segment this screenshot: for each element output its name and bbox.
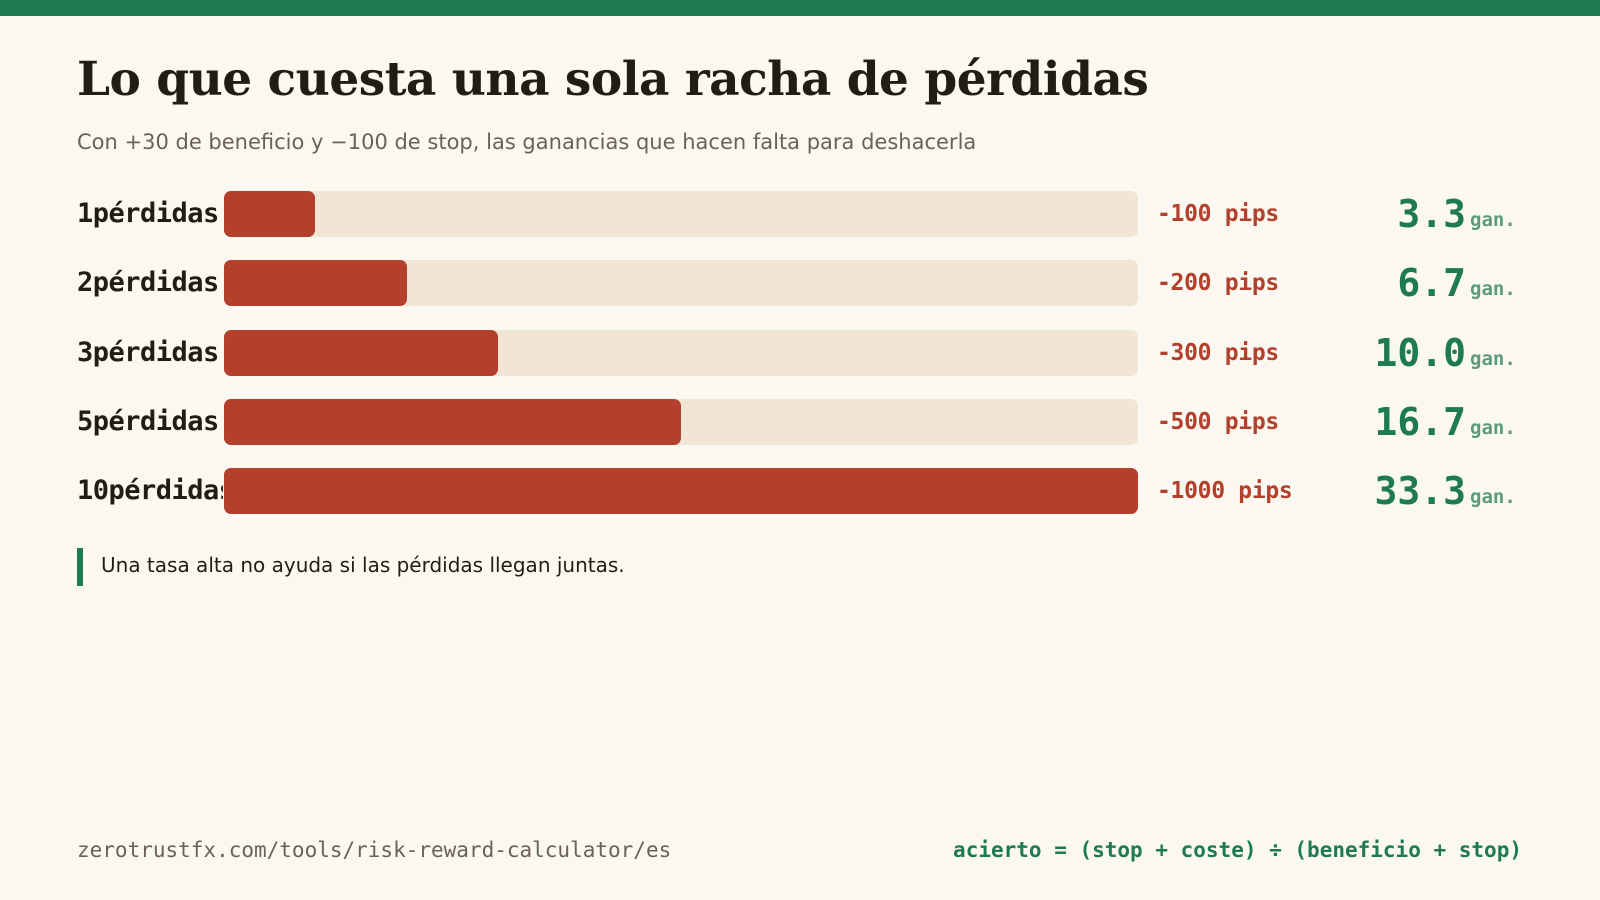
category-label: 10pérdidas bbox=[77, 475, 223, 506]
chart-row: 2pérdidas -200 pips 6.7 gan. bbox=[0, 260, 1600, 306]
pips-value-label: -200 pips bbox=[1157, 270, 1279, 296]
bar-track bbox=[224, 191, 1138, 237]
wins-unit-label: gan. bbox=[1470, 348, 1516, 370]
pips-value-label: -500 pips bbox=[1157, 409, 1279, 435]
loss-bar bbox=[224, 330, 498, 376]
footer-formula: acierto = (stop + coste) ÷ (beneficio + … bbox=[953, 838, 1522, 862]
loss-bar bbox=[224, 191, 315, 237]
loss-bar bbox=[224, 399, 681, 445]
category-label: 3pérdidas bbox=[77, 337, 219, 368]
bar-track bbox=[224, 260, 1138, 306]
wins-needed-value: 6.7 bbox=[1397, 261, 1466, 305]
pips-value-label: -100 pips bbox=[1157, 201, 1279, 227]
chart-row: 1pérdidas -100 pips 3.3 gan. bbox=[0, 191, 1600, 237]
chart-row: 5pérdidas -500 pips 16.7 gan. bbox=[0, 399, 1600, 445]
loss-bar bbox=[224, 260, 407, 306]
note-text: Una tasa alta no ayuda si las pérdidas l… bbox=[101, 553, 625, 577]
wins-unit-label: gan. bbox=[1470, 486, 1516, 508]
bar-track bbox=[224, 399, 1138, 445]
footer-url: zerotrustfx.com/tools/risk-reward-calcul… bbox=[77, 838, 672, 862]
page-title: Lo que cuesta una sola racha de pérdidas bbox=[77, 52, 1149, 107]
chart-row: 3pérdidas -300 pips 10.0 gan. bbox=[0, 330, 1600, 376]
pips-value-label: -1000 pips bbox=[1157, 478, 1293, 504]
page-subtitle: Con +30 de beneficio y −100 de stop, las… bbox=[77, 130, 977, 154]
wins-unit-label: gan. bbox=[1470, 417, 1516, 439]
category-label: 5pérdidas bbox=[77, 406, 219, 437]
wins-unit-label: gan. bbox=[1470, 278, 1516, 300]
wins-needed-value: 10.0 bbox=[1374, 331, 1466, 375]
chart-row: 10pérdidas -1000 pips 33.3 gan. bbox=[0, 468, 1600, 514]
wins-needed-value: 33.3 bbox=[1374, 469, 1466, 513]
wins-unit-label: gan. bbox=[1470, 209, 1516, 231]
pips-value-label: -300 pips bbox=[1157, 340, 1279, 366]
bar-track bbox=[224, 468, 1138, 514]
top-accent-stripe bbox=[0, 0, 1600, 16]
note-accent-bar bbox=[77, 548, 83, 586]
wins-needed-value: 3.3 bbox=[1397, 192, 1466, 236]
loss-bar bbox=[224, 468, 1138, 514]
category-label: 2pérdidas bbox=[77, 267, 219, 298]
wins-needed-value: 16.7 bbox=[1374, 400, 1466, 444]
category-label: 1pérdidas bbox=[77, 198, 219, 229]
bar-track bbox=[224, 330, 1138, 376]
